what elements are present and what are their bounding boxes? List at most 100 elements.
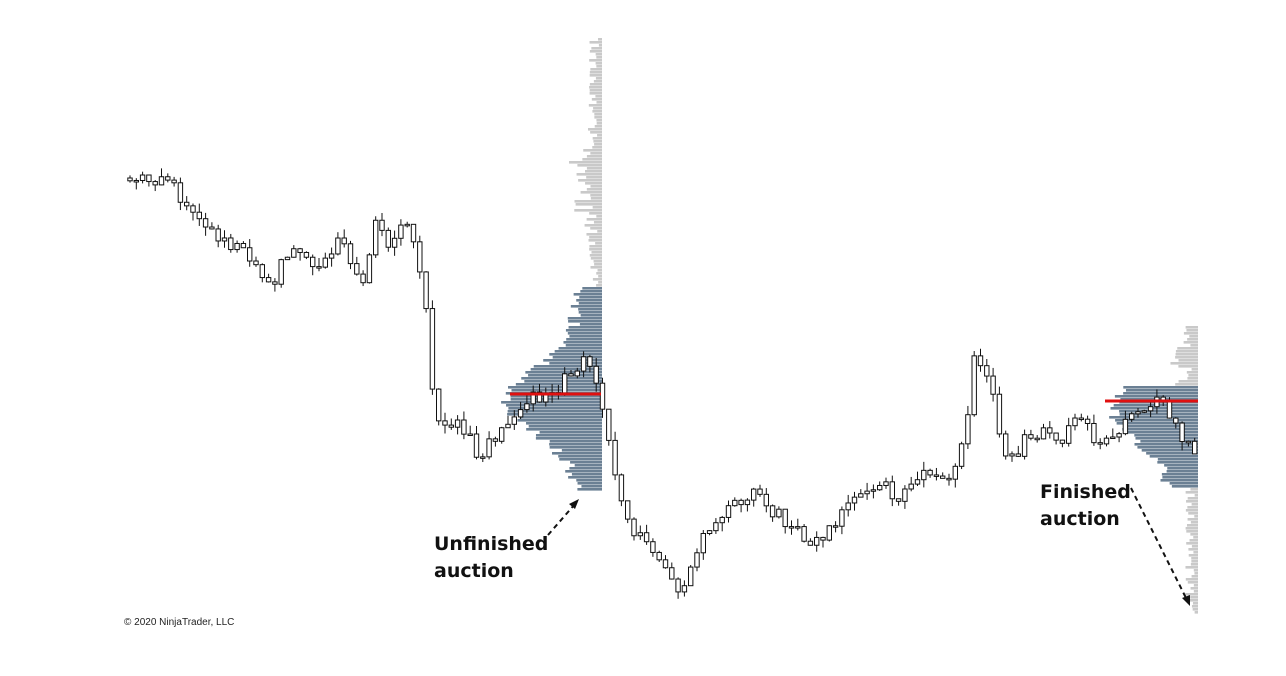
profile-bar	[568, 326, 602, 329]
profile-bar	[586, 233, 602, 236]
candle-body	[127, 177, 133, 182]
arrow	[547, 503, 576, 536]
candle-body	[429, 308, 436, 390]
profile-bar	[595, 62, 602, 65]
profile-bar	[571, 473, 602, 476]
profile-bar	[567, 332, 602, 335]
candle-body	[1078, 417, 1084, 421]
candle-body	[133, 179, 140, 183]
candle-body	[637, 532, 643, 537]
profile-bar	[1194, 515, 1198, 518]
candle-body	[139, 174, 146, 181]
profile-bar	[586, 155, 602, 158]
candle-body	[1003, 433, 1009, 457]
profile-bar	[1187, 377, 1198, 380]
profile-bar	[1190, 587, 1198, 590]
profile-bar	[581, 485, 602, 488]
profile-bar	[570, 305, 602, 308]
profile-bar	[590, 152, 602, 155]
candle-body	[171, 179, 177, 184]
candle-body	[889, 481, 895, 500]
candle-body	[832, 525, 839, 528]
profile-bar	[595, 95, 602, 98]
profile-bar	[592, 278, 602, 281]
candle-body	[347, 243, 354, 265]
profile-bar	[569, 161, 602, 164]
candle-body	[940, 475, 946, 479]
profile-bar	[582, 158, 602, 161]
profile-bar	[575, 203, 602, 206]
profile-bar	[1185, 566, 1198, 569]
profile-bar	[596, 56, 602, 59]
candle-body	[996, 393, 1003, 435]
profile-bar	[1185, 326, 1198, 329]
profile-bar	[533, 365, 602, 368]
candle-body	[1185, 440, 1192, 444]
profile-bar	[597, 134, 602, 137]
profile-bar	[592, 206, 602, 209]
candle-body	[782, 508, 788, 528]
candle-body	[606, 408, 612, 441]
candle-body	[807, 540, 814, 546]
annotation: Finished	[1040, 481, 1131, 503]
profile-bar	[594, 116, 602, 119]
profile-bar	[1186, 542, 1198, 545]
candle-body	[215, 228, 221, 242]
candle-body	[1110, 436, 1116, 440]
profile-bar	[595, 242, 602, 245]
profile-bar	[591, 98, 602, 101]
profile-bar	[528, 425, 602, 428]
profile-bar	[507, 410, 602, 413]
profile-bar	[578, 311, 602, 314]
profile-bar	[1185, 509, 1198, 512]
candle-body	[908, 483, 914, 490]
candle-body	[795, 526, 801, 529]
profile-bar	[577, 164, 602, 167]
candle-body	[1135, 411, 1141, 415]
profile-bar	[585, 182, 602, 185]
profile-bar	[507, 413, 602, 416]
candle-body	[486, 438, 492, 458]
profile-bar	[1186, 530, 1198, 533]
candle-body	[272, 281, 278, 285]
profile-bar	[589, 245, 602, 248]
candle-body	[190, 205, 196, 213]
profile-bar	[1190, 596, 1198, 599]
candle-body	[228, 237, 234, 251]
profile-bar	[1170, 362, 1198, 365]
candle-body	[310, 256, 316, 268]
profile-bar	[576, 479, 602, 482]
profile-bar	[1166, 470, 1198, 473]
profile-bar	[1134, 443, 1198, 446]
candle-body	[1053, 432, 1059, 441]
candle-body	[864, 490, 870, 495]
profile-bar	[594, 263, 602, 266]
profile-bar	[596, 65, 602, 68]
candle-body	[209, 226, 215, 230]
profile-bar	[589, 248, 602, 251]
profile-bar	[589, 236, 602, 239]
profile-bar	[1193, 536, 1198, 539]
profile-bar	[515, 383, 602, 386]
profile-bar	[578, 179, 602, 182]
profile-bar	[530, 368, 602, 371]
profile-bar	[506, 404, 602, 407]
profile-bar	[590, 185, 602, 188]
profile-bar	[558, 347, 602, 350]
candle-body	[927, 469, 933, 476]
candle-body	[562, 373, 568, 394]
candle-body	[877, 484, 883, 491]
profile-bar	[535, 434, 602, 437]
profile-bar	[1178, 359, 1198, 362]
candle-body	[1122, 418, 1129, 435]
profile-bar	[1149, 455, 1198, 458]
profile-bar	[559, 458, 602, 461]
profile-bar	[1167, 467, 1198, 470]
candle-body	[316, 266, 322, 269]
profile-bar	[1125, 425, 1198, 428]
candle-body	[845, 502, 851, 511]
profile-bar	[1135, 437, 1198, 440]
profile-bar	[574, 200, 602, 203]
candle-body	[769, 505, 776, 518]
candle-body	[341, 237, 347, 245]
